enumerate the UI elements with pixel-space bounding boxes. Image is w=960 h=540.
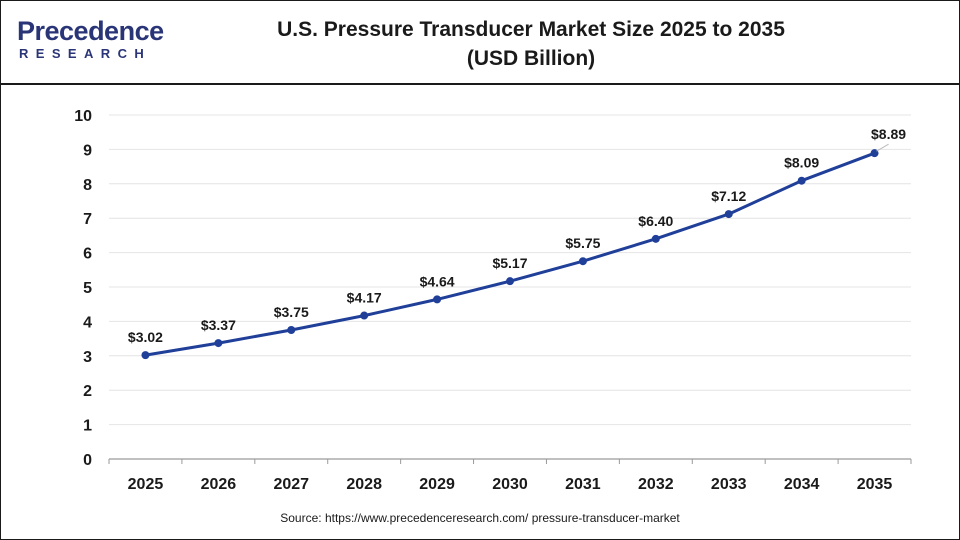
data-label: $6.40: [638, 213, 673, 229]
x-tick-label: 2035: [857, 476, 893, 493]
data-point: [651, 234, 660, 243]
brand-logo: Precedence RESEARCH: [17, 15, 167, 67]
data-label: $5.17: [492, 255, 527, 271]
y-tick-label: 4: [83, 314, 92, 331]
chart-area: 0 1 2 3 4 5 6 7 8 9 10 2025 2026 2027 2028 2029 2030 2031…: [1, 85, 959, 505]
data-label: $8.09: [784, 155, 819, 171]
data-point: [506, 277, 514, 286]
y-tick-label: 8: [83, 177, 92, 194]
data-label: $3.37: [201, 317, 236, 333]
data-point: [214, 339, 223, 348]
data-point: [724, 210, 733, 219]
data-label: $4.64: [420, 273, 455, 289]
title-line-1: U.S. Pressure Transducer Market Size 202…: [277, 18, 785, 41]
header: Precedence RESEARCH U.S. Pressure Transd…: [1, 1, 959, 85]
data-label: $8.89: [871, 126, 906, 142]
x-tick-label: 2025: [128, 476, 164, 493]
y-tick-label: 9: [83, 142, 92, 159]
source-note: Source: https://www.precedenceresearch.c…: [280, 511, 680, 525]
data-label: $3.75: [274, 304, 309, 320]
brand-name: Precedence: [17, 16, 164, 46]
y-tick-label: 7: [83, 211, 92, 228]
data-label: $3.02: [128, 329, 163, 345]
line-chart: 0 1 2 3 4 5 6 7 8 9 10 2025 2026 2027 2028 2029 2030 2031…: [74, 108, 912, 493]
brand-sub: RESEARCH: [19, 46, 152, 61]
data-point: [433, 295, 442, 304]
x-tick-label: 2033: [711, 476, 747, 493]
y-tick-label: 2: [83, 383, 92, 400]
x-tick-label: 2028: [346, 476, 382, 493]
x-tick-label: 2026: [201, 476, 237, 493]
data-point: [797, 176, 806, 185]
y-tick-label: 10: [74, 108, 92, 125]
y-tick-label: 1: [83, 418, 92, 435]
data-point: [141, 351, 150, 360]
data-label: $4.17: [347, 290, 382, 306]
x-tick-label: 2031: [565, 476, 601, 493]
x-tick-label: 2030: [492, 476, 528, 493]
data-point: [578, 257, 587, 266]
chart-title: U.S. Pressure Transducer Market Size 202…: [241, 15, 821, 73]
data-point: [287, 326, 296, 334]
x-tick-label: 2027: [273, 476, 309, 493]
title-line-2: (USD Billion): [466, 47, 596, 70]
y-tick-label: 6: [83, 246, 92, 263]
x-tick-label: 2032: [638, 476, 674, 493]
y-tick-label: 0: [83, 452, 92, 469]
label-leader-line: [876, 143, 889, 152]
y-tick-label: 3: [83, 349, 92, 366]
data-label: $5.75: [565, 235, 600, 251]
x-tick-label: 2029: [419, 476, 455, 493]
y-tick-label: 5: [83, 280, 92, 297]
data-label: $7.12: [711, 188, 746, 204]
x-tick-label: 2034: [784, 476, 820, 493]
data-point: [360, 311, 369, 320]
